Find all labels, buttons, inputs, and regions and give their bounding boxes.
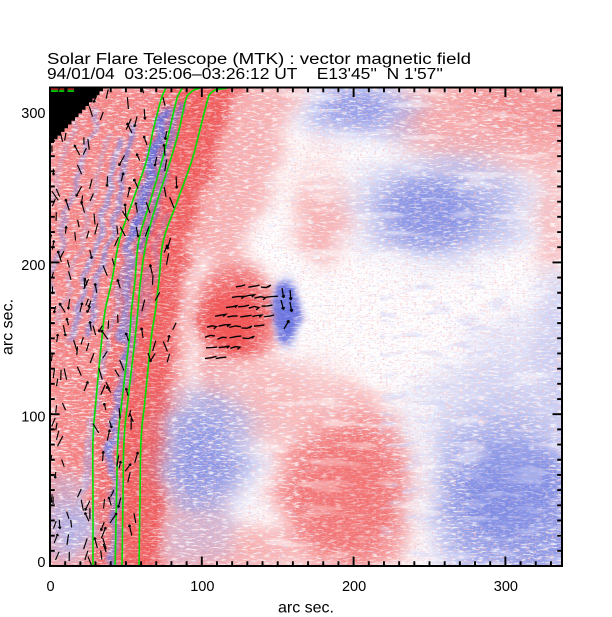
svg-text:0: 0 xyxy=(37,555,45,571)
svg-text:100: 100 xyxy=(21,410,45,426)
svg-text:94/01/04 03:25:06–03:26:12 UT: 94/01/04 03:25:06–03:26:12 UT E13'45'' N… xyxy=(47,66,443,83)
svg-text:200: 200 xyxy=(342,579,366,595)
svg-text:100: 100 xyxy=(190,579,214,595)
svg-text:Solar Flare Telescope (MTK) :: Solar Flare Telescope (MTK) : vector mag… xyxy=(47,51,471,68)
svg-text:300: 300 xyxy=(494,579,518,595)
svg-text:arc sec.: arc sec. xyxy=(278,600,334,617)
svg-text:0: 0 xyxy=(46,579,54,595)
svg-text:arc sec.: arc sec. xyxy=(0,299,17,355)
svg-text:300: 300 xyxy=(21,106,45,122)
svg-text:200: 200 xyxy=(21,258,45,274)
